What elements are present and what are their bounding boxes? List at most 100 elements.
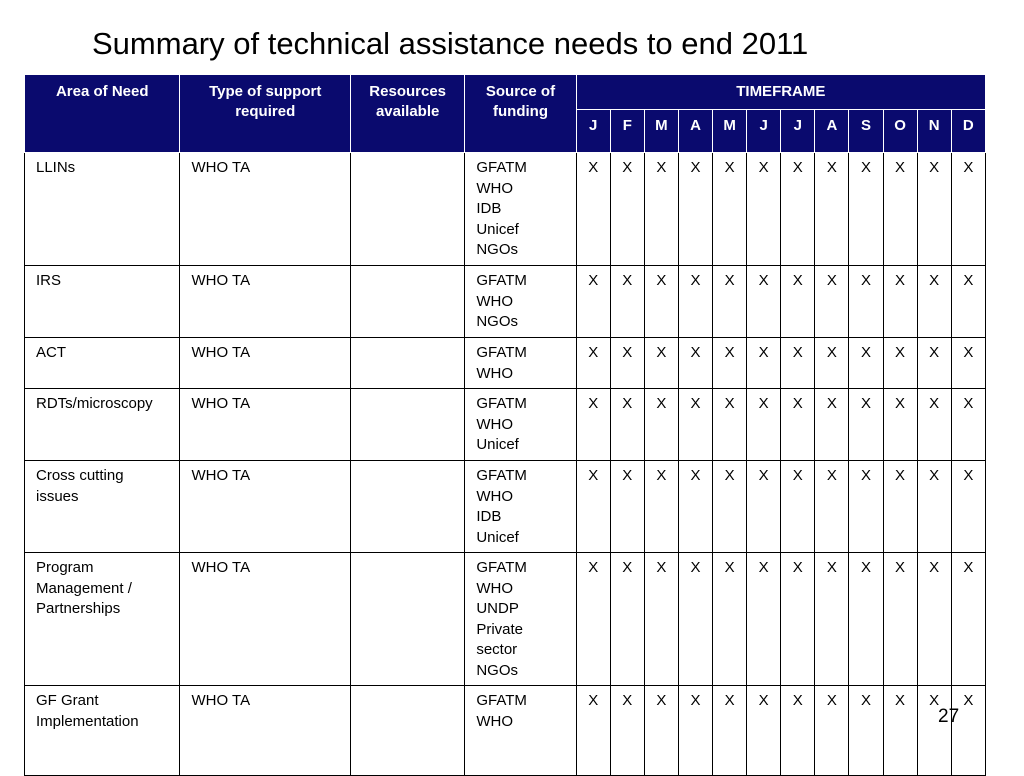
cell-source: GFATM WHO (464, 337, 577, 389)
header-month: O (882, 109, 918, 153)
cell-month-mark: X (814, 552, 850, 686)
cell-type: WHO TA (179, 337, 351, 389)
cell-month-mark: X (950, 337, 987, 389)
cell-type: WHO TA (179, 685, 351, 776)
cell-source-line: UNDP (476, 600, 519, 617)
cell-month-mark: X (643, 460, 679, 553)
cell-area: ACT (23, 337, 181, 389)
cell-month-mark: X (746, 460, 782, 553)
cell-month-mark: X (882, 552, 918, 686)
cell-area: GF Grant Implementation (23, 685, 181, 776)
cell-month-mark: X (848, 552, 884, 686)
header-month: M (643, 109, 679, 153)
cell-month-mark: X (780, 685, 816, 776)
cell-source-line: NGOs (476, 313, 518, 330)
cell-month-mark: X (712, 337, 748, 389)
cell-month-mark: X (746, 152, 782, 266)
cell-month-mark: X (712, 152, 748, 266)
cell-area-line: IRS (36, 272, 62, 289)
cell-month-mark: X (712, 552, 748, 686)
header-type-of-support: Type of support required (179, 74, 351, 153)
cell-month-mark: X (814, 388, 850, 461)
cell-month-mark: X (882, 152, 918, 266)
cell-month-mark: X (746, 337, 782, 389)
cell-month-mark: X (916, 152, 952, 266)
cell-area: LLINs (23, 152, 181, 266)
cell-resources (349, 460, 466, 553)
cell-month-mark: X (677, 152, 714, 266)
cell-month-mark: X (916, 460, 952, 553)
cell-month-mark: X (950, 685, 987, 776)
cell-month-mark: X (848, 685, 884, 776)
cell-source-line: WHO (476, 292, 513, 310)
cell-source-line: WHO (476, 179, 513, 197)
cell-month-mark: X (746, 685, 782, 776)
cell-month-mark: X (575, 337, 611, 389)
cell-month-mark: X (609, 388, 645, 461)
table-body: LLINs WHO TA GFATM WHO IDB Unicef NGOs X X X X X X X X… (23, 152, 987, 776)
cell-month-mark: X (609, 552, 645, 686)
table-row: ACT WHO TA GFATM WHO X X X X X X X X X X X X (23, 337, 987, 389)
header-month: J (575, 109, 611, 153)
cell-area-line: GF Grant (36, 692, 99, 709)
cell-month-mark: X (882, 388, 918, 461)
cell-month-mark: X (780, 460, 816, 553)
cell-source-line: WHO (476, 364, 513, 382)
cell-resources (349, 685, 466, 776)
ta-needs-table: Area of Need Type of support required Re… (23, 74, 987, 776)
cell-month-mark: X (780, 152, 816, 266)
cell-source-line: Private (476, 620, 524, 638)
cell-type: WHO TA (179, 552, 351, 686)
cell-month-mark: X (712, 685, 748, 776)
cell-area-line: Partnerships (36, 600, 121, 617)
cell-month-mark: X (677, 685, 714, 776)
cell-month-mark: X (848, 265, 884, 338)
cell-month-mark: X (609, 685, 645, 776)
cell-month-mark: X (712, 388, 748, 461)
cell-type: WHO TA (179, 265, 351, 338)
cell-source-line: GFATM (476, 692, 527, 709)
cell-source: GFATM WHO Unicef (464, 388, 577, 461)
table-row: GF Grant Implementation WHO TA GFATM WHO X X X X… (23, 685, 987, 776)
cell-month-mark: X (575, 685, 611, 776)
cell-month-mark: X (882, 337, 918, 389)
cell-month-mark: X (848, 337, 884, 389)
cell-type: WHO TA (179, 388, 351, 461)
header-timeframe: TIMEFRAME (575, 74, 987, 110)
table-row: IRS WHO TA GFATM WHO NGOs X X X X X X X X X X X X (23, 265, 987, 338)
cell-month-mark: X (677, 265, 714, 338)
cell-month-mark: X (950, 265, 987, 338)
cell-resources (349, 152, 466, 266)
table-row: RDTs/microscopy WHO TA GFATM WHO Unicef X X X X X… (23, 388, 987, 461)
cell-month-mark: X (609, 337, 645, 389)
header-month: A (677, 109, 714, 153)
header-month: J (780, 109, 816, 153)
cell-resources (349, 337, 466, 389)
cell-month-mark: X (950, 552, 987, 686)
cell-source: GFATM WHO (464, 685, 577, 776)
cell-area: Program Management / Partnerships (23, 552, 181, 686)
page-number: 27 (938, 706, 960, 727)
cell-month-mark: X (780, 265, 816, 338)
cell-month-mark: X (609, 265, 645, 338)
cell-month-mark: X (677, 552, 714, 686)
cell-source-line: Unicef (476, 436, 519, 453)
cell-month-mark: X (950, 460, 987, 553)
cell-area-line: Implementation (36, 712, 139, 730)
cell-source-line: WHO (476, 579, 513, 597)
cell-resources (349, 265, 466, 338)
cell-month-mark: X (746, 552, 782, 686)
cell-area-line: ACT (36, 344, 66, 361)
header-month: D (950, 109, 987, 153)
cell-month-mark: X (575, 552, 611, 686)
header-resources-available: Resources available (349, 74, 466, 153)
header-month: N (916, 109, 952, 153)
cell-month-mark: X (950, 388, 987, 461)
cell-month-mark: X (643, 265, 679, 338)
cell-area-line: Cross cutting (36, 467, 124, 484)
cell-month-mark: X (677, 460, 714, 553)
cell-month-mark: X (643, 388, 679, 461)
cell-month-mark: X (916, 265, 952, 338)
cell-month-mark: X (643, 337, 679, 389)
cell-month-mark: X (609, 152, 645, 266)
